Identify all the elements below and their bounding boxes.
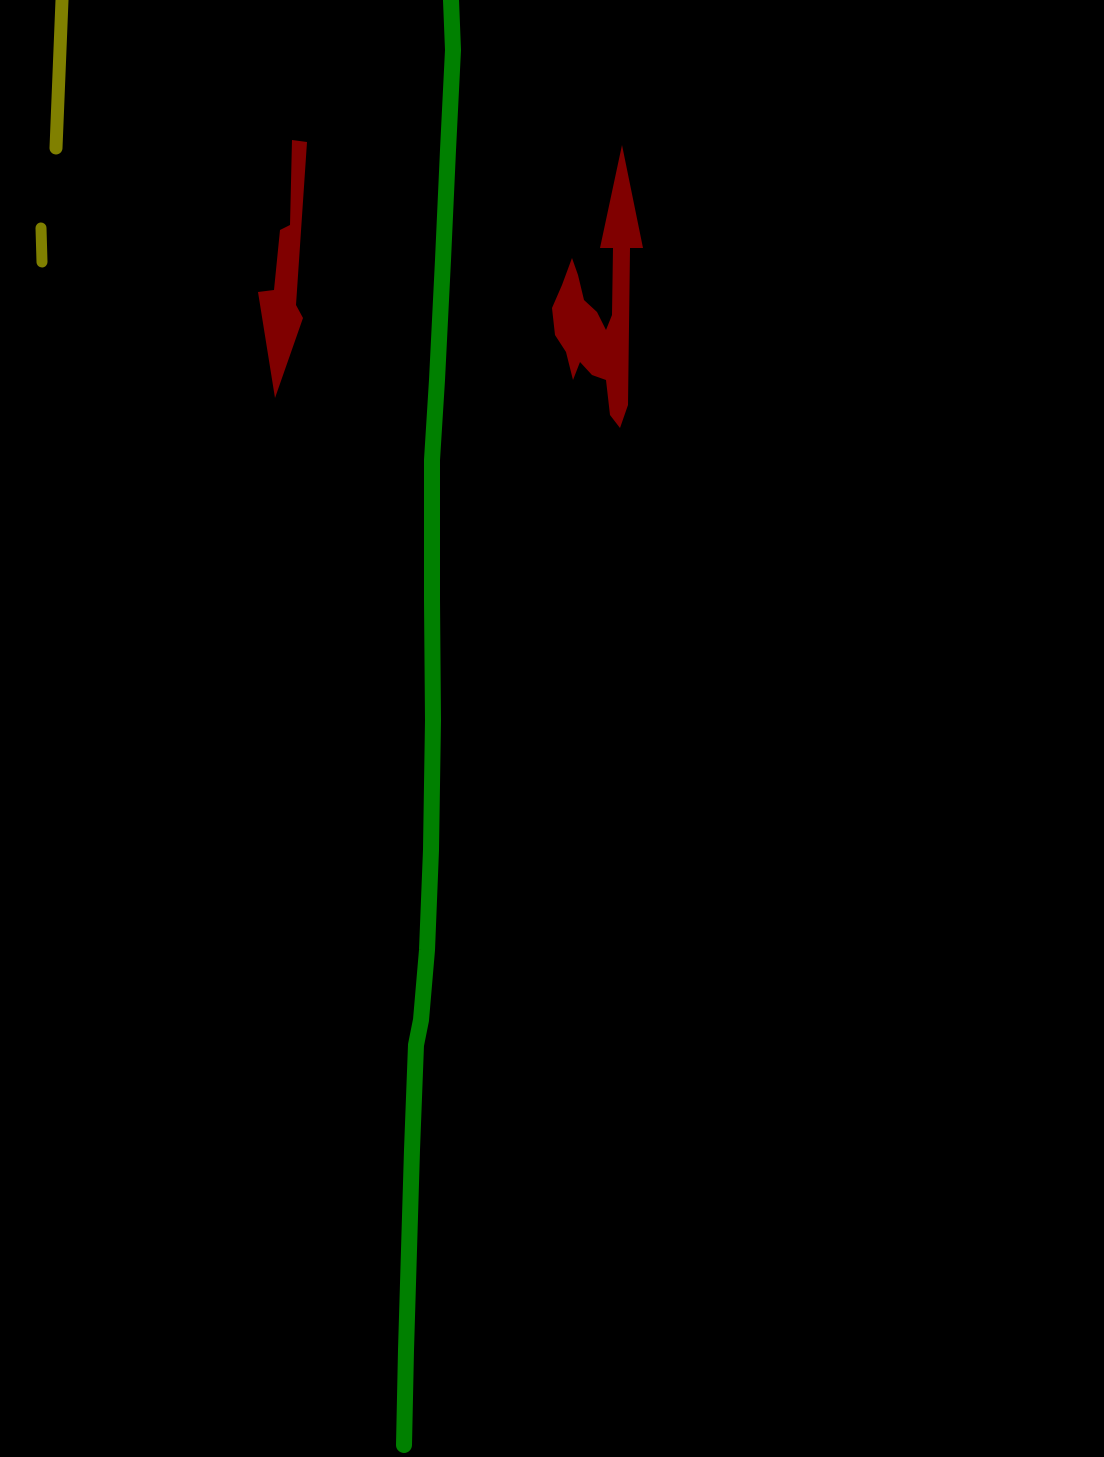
yellow-dash-lower [35,222,48,268]
up-left-arrow-marking [552,145,643,428]
yellow-dash-upper [49,0,69,155]
green-solid-lane-line [396,0,461,1453]
down-arrow-marking [258,140,307,398]
yellow-dashed-lane-marking [35,0,69,268]
